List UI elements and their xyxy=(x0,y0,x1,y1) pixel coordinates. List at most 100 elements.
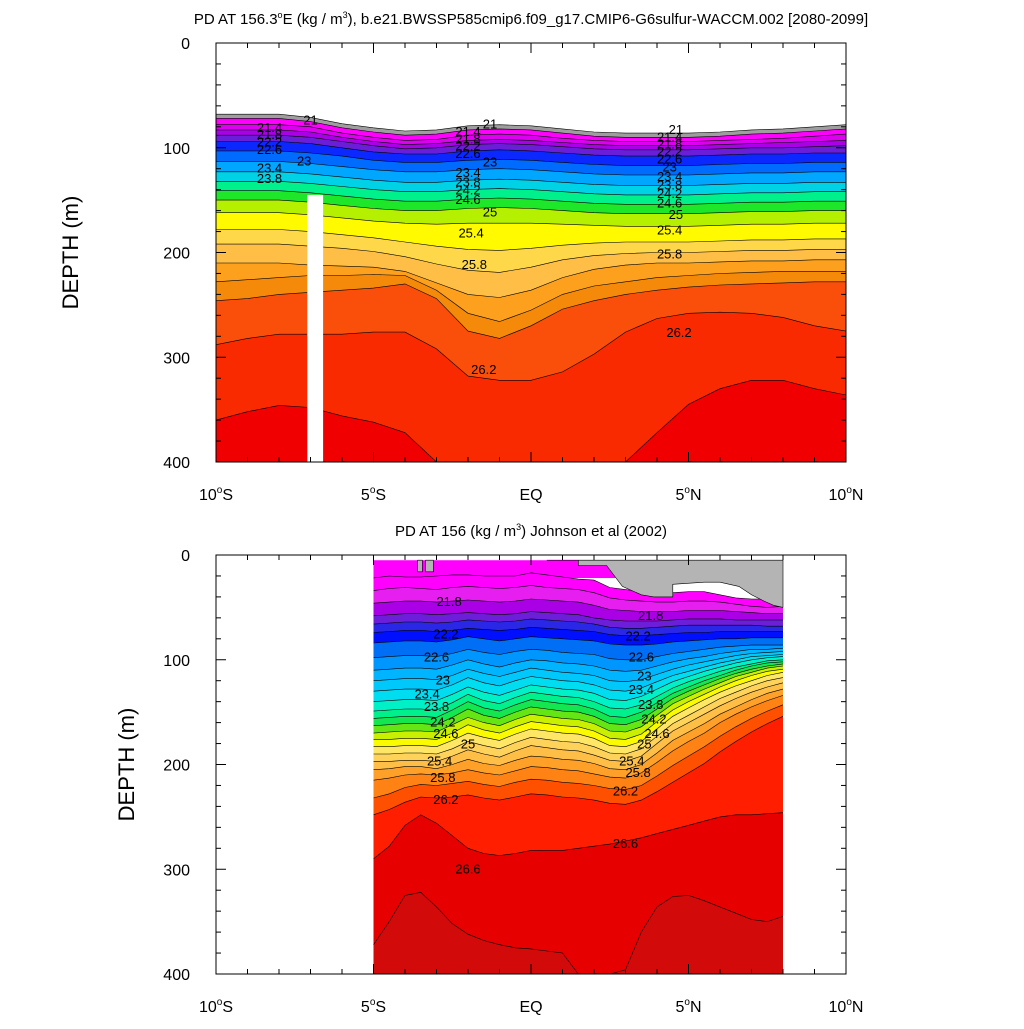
y-tick-label: 300 xyxy=(163,862,190,879)
degree-mark: o xyxy=(684,997,690,1008)
contour-label: 24.2 xyxy=(455,183,480,198)
contour-line-24.2 xyxy=(373,659,784,712)
contour-label: 23.4 xyxy=(657,169,682,184)
contour-band-22.6 xyxy=(373,618,783,636)
contour-band-23 xyxy=(373,636,783,660)
missing-data-column xyxy=(307,194,324,462)
contour-line-23.4 xyxy=(373,647,784,672)
contour-band-24.4 xyxy=(373,661,783,726)
contour-line-20.2 xyxy=(216,113,846,134)
contour-label: 22.6 xyxy=(629,650,654,665)
contour-label: 26.2 xyxy=(433,792,458,807)
contour-line-23 xyxy=(216,150,846,166)
title-superscript: 3 xyxy=(343,10,348,20)
x-tick-number: 10 xyxy=(829,487,847,504)
x-tick-number: 5 xyxy=(361,487,370,504)
panel-1: 2121.421.822.222.62323.423.82121.421.822… xyxy=(58,10,868,504)
contour-label: 22.6 xyxy=(657,151,682,166)
contour-line-23 xyxy=(373,636,783,646)
contour-label: 21.4 xyxy=(657,129,682,144)
contour-line-22.4 xyxy=(373,611,783,622)
contour-line-23.8 xyxy=(373,654,784,692)
contour-label: 26.2 xyxy=(666,325,691,340)
contour-label: 23 xyxy=(436,673,450,688)
x-tick-number: 10 xyxy=(199,999,217,1016)
x-tick-number: 10 xyxy=(199,487,217,504)
contour-line-24.6 xyxy=(216,190,846,205)
y-tick-label: 400 xyxy=(163,967,190,984)
panel-2: 21.822.222.62323.423.824.224.62525.425.8… xyxy=(114,522,863,1016)
contour-label: 22.2 xyxy=(455,139,480,154)
x-tick-number: 5 xyxy=(675,999,684,1016)
hemisphere: S xyxy=(375,999,386,1016)
degree-mark: o xyxy=(370,485,376,496)
contour-label: 23.4 xyxy=(629,682,654,697)
hemisphere: N xyxy=(690,999,702,1016)
contour-label: 21 xyxy=(483,117,497,132)
degree-mark: o xyxy=(684,485,690,496)
y-tick-label: 0 xyxy=(181,548,190,565)
contour-label: 21 xyxy=(669,122,683,137)
hemisphere: S xyxy=(222,999,233,1016)
contour-line-23.6 xyxy=(373,651,784,683)
contour-band-23.6 xyxy=(373,651,783,692)
contour-label: 23.4 xyxy=(414,686,439,701)
y-tick-label: 400 xyxy=(163,455,190,472)
contour-label: 23.8 xyxy=(424,699,449,714)
contour-label: 22.2 xyxy=(433,627,458,642)
title-segment: PD AT 156.3 xyxy=(194,11,278,28)
x-tick-label: EQ xyxy=(519,999,542,1016)
hemisphere: S xyxy=(375,487,386,504)
x-tick-label: 5oS xyxy=(361,485,386,504)
contour-band-26 xyxy=(373,695,783,798)
x-tick-number: 10 xyxy=(829,999,847,1016)
hemisphere: S xyxy=(222,487,233,504)
contour-band-26.4 xyxy=(373,716,783,859)
plot-area: 21.822.222.62323.423.824.224.62525.425.8… xyxy=(373,559,784,974)
title-superscript: o xyxy=(278,10,283,20)
contour-line-24.6 xyxy=(373,663,784,726)
contour-band-25.4 xyxy=(216,212,846,251)
degree-mark: o xyxy=(846,997,852,1008)
y-tick-label: 200 xyxy=(163,246,190,263)
land-patch xyxy=(425,559,434,573)
title-superscript: 3 xyxy=(516,522,521,532)
land-patch xyxy=(546,559,784,608)
contour-band-23.2 xyxy=(373,645,783,672)
contour-band-23.8 xyxy=(373,654,783,702)
contour-label: 21 xyxy=(303,113,317,128)
contour-line-21.8 xyxy=(216,129,846,146)
contour-band-24 xyxy=(373,656,783,712)
hemisphere: N xyxy=(852,999,864,1016)
contour-label: 23 xyxy=(662,160,676,175)
contour-label: 25.4 xyxy=(657,223,682,238)
contour-label: 23.8 xyxy=(257,171,282,186)
contour-label: 26.2 xyxy=(471,362,496,377)
contour-label: 25 xyxy=(669,207,683,222)
contour-band-26.6 xyxy=(216,281,846,381)
contour-band-26.6 xyxy=(373,812,783,974)
contour-label: 23 xyxy=(483,154,497,169)
contour-band-25.8 xyxy=(216,229,846,273)
contour-line-25.8 xyxy=(373,688,784,771)
contour-label: 24.6 xyxy=(644,726,669,741)
contour-line-26.2 xyxy=(373,704,784,799)
contour-line-25.2 xyxy=(373,672,784,748)
x-tick-label: 5oN xyxy=(675,997,701,1016)
contour-label: 24.6 xyxy=(433,726,458,741)
contour-line-26.4 xyxy=(373,716,784,816)
contour-line-22.8 xyxy=(373,626,783,636)
contour-label: 25.4 xyxy=(427,753,452,768)
x-tick-label: 10oS xyxy=(199,485,233,504)
contour-label: 21.8 xyxy=(436,594,461,609)
contour-band-23 xyxy=(216,150,846,175)
contour-band-23.8 xyxy=(216,171,846,195)
title-segment: ) Johnson et al (2002) xyxy=(521,523,667,540)
contour-band-21.8 xyxy=(216,129,846,150)
x-tick-label: 10oN xyxy=(829,997,864,1016)
contour-label: 22.6 xyxy=(424,650,449,665)
contour-label: 25.8 xyxy=(430,770,455,785)
contour-label: 22.2 xyxy=(657,144,682,159)
contour-label: 22.6 xyxy=(257,142,282,157)
